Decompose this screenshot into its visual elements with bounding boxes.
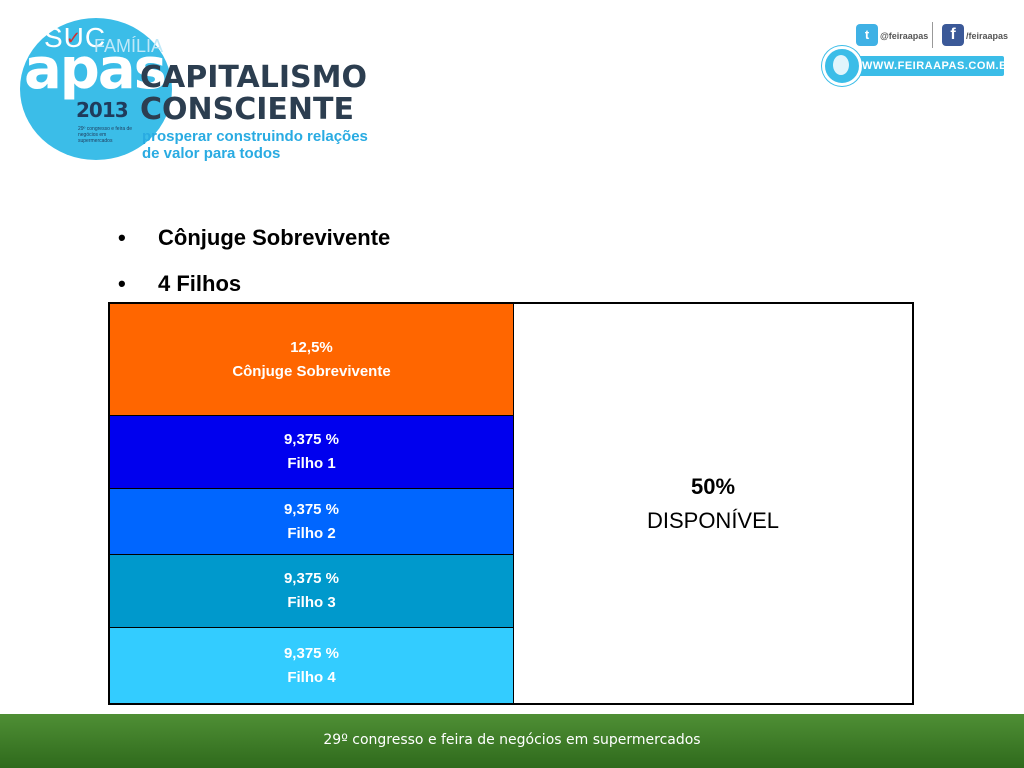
- share-percent: 9,375 %: [283, 431, 340, 448]
- share-cell-child-4: 9,375 % Filho 4: [110, 628, 513, 703]
- twitter-handle: @feiraapas: [880, 31, 929, 41]
- share-percent: 9,375 %: [283, 644, 340, 662]
- globe-icon: [822, 46, 862, 86]
- slide-subtitle-ghost: FAMÍLIA: [94, 36, 164, 56]
- available-share-cell: 50% DISPONÍVEL: [514, 304, 912, 703]
- apas-logo-text: apas: [24, 37, 167, 102]
- share-label: Filho 1: [287, 455, 336, 472]
- share-percent: 9,375 %: [283, 570, 340, 587]
- apas-logo-year: 2013: [76, 98, 129, 122]
- social-divider: [932, 22, 933, 48]
- campaign-title-line1: CAPITALISMO: [140, 60, 367, 95]
- bullet-marker: •: [118, 271, 126, 296]
- campaign-title-line2: CONSCIENTE: [140, 92, 354, 127]
- bullet-text: Cônjuge Sobrevivente: [158, 225, 391, 250]
- twitter-icon: t: [856, 24, 878, 46]
- share-cell-spouse: 12,5% Cônjuge Sobrevivente: [110, 304, 513, 416]
- facebook-icon: f: [942, 24, 964, 46]
- facebook-handle: /feiraapas: [966, 31, 1009, 41]
- share-percent: 9,375 %: [283, 500, 340, 518]
- share-label: Filho 4: [287, 668, 336, 686]
- bullet-item: • Cônjuge Sobrevivente: [118, 225, 390, 251]
- website-banner: [840, 56, 1004, 76]
- website-url: WWW.FEIRAAPAS.COM.BR: [862, 60, 1017, 72]
- available-label: DISPONÍVEL: [646, 507, 780, 533]
- footer-bar: 29º congresso e feira de negócios em sup…: [0, 714, 1024, 768]
- share-label: Cônjuge Sobrevivente: [232, 362, 391, 380]
- share-cell-child-3: 9,375 % Filho 3: [110, 555, 513, 628]
- available-percent: 50%: [690, 473, 736, 499]
- bullet-text: 4 Filhos: [158, 271, 242, 296]
- heirs-column: 12,5% Cônjuge Sobrevivente 9,375 % Filho…: [110, 304, 514, 703]
- check-icon: ✓: [66, 28, 82, 48]
- tagline-line2: de valor para todos: [142, 145, 281, 162]
- tagline-line1: prosperar construindo relações: [142, 128, 368, 145]
- share-percent: 12,5%: [290, 338, 333, 356]
- bullet-item: • 4 Filhos: [118, 271, 241, 297]
- slide-title-ghost: SUC: [44, 22, 107, 53]
- apas-logo-caption: 29º congresso e feira de negócios em sup…: [78, 126, 133, 144]
- share-label: Filho 2: [287, 524, 336, 542]
- inheritance-share-table: 12,5% Cônjuge Sobrevivente 9,375 % Filho…: [108, 302, 914, 705]
- share-label: Filho 3: [287, 594, 336, 611]
- apas-logo-circle: [20, 18, 172, 160]
- footer-text: 29º congresso e feira de negócios em sup…: [323, 732, 701, 748]
- bullet-marker: •: [118, 225, 126, 250]
- share-cell-child-1: 9,375 % Filho 1: [110, 416, 513, 489]
- share-cell-child-2: 9,375 % Filho 2: [110, 489, 513, 555]
